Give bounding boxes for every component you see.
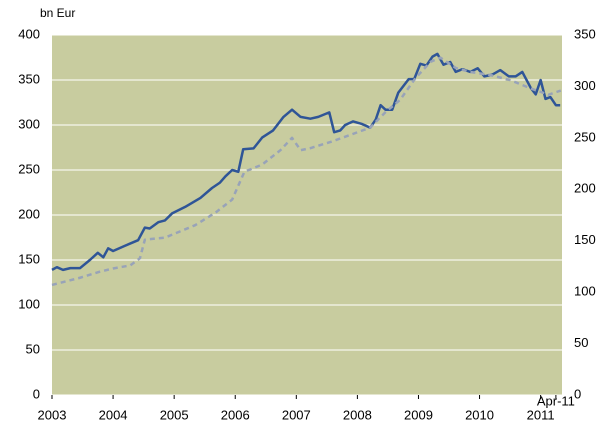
x-tick-label: 2008 <box>343 407 372 422</box>
y2-tick-label: 100 <box>574 284 596 299</box>
y-tick-label: 350 <box>18 71 40 86</box>
y-tick-label: 300 <box>18 116 40 131</box>
y2-tick-label: 0 <box>574 386 581 401</box>
x-tick-label: 2003 <box>38 407 67 422</box>
y2-tick-label: 300 <box>574 78 596 93</box>
x-tick-label: 2004 <box>99 407 128 422</box>
y-tick-label: 150 <box>18 251 40 266</box>
x-tick-label: 2009 <box>404 407 433 422</box>
y2-tick-label: 50 <box>574 335 588 350</box>
y2-tick-label: 350 <box>574 26 596 41</box>
y-tick-label: 50 <box>26 341 40 356</box>
x-tick-label: 2005 <box>160 407 189 422</box>
y2-tick-label: 250 <box>574 129 596 144</box>
y-tick-label: 100 <box>18 296 40 311</box>
y2-tick-label: 150 <box>574 232 596 247</box>
x-tick-label: 2006 <box>221 407 250 422</box>
x-tick-label: 2007 <box>282 407 311 422</box>
y2-tick-label: 200 <box>574 181 596 196</box>
y-tick-label: 400 <box>18 26 40 41</box>
x-tick-label: 2010 <box>465 407 494 422</box>
y-tick-label: 250 <box>18 161 40 176</box>
x-tick-label: 2011 <box>527 407 555 422</box>
y-tick-label: 200 <box>18 206 40 221</box>
x-tick-label: Apr-11 <box>537 393 575 408</box>
y-tick-label: 0 <box>33 386 40 401</box>
y-axis-label: bn Eur <box>40 6 75 20</box>
series-line <box>51 56 562 287</box>
